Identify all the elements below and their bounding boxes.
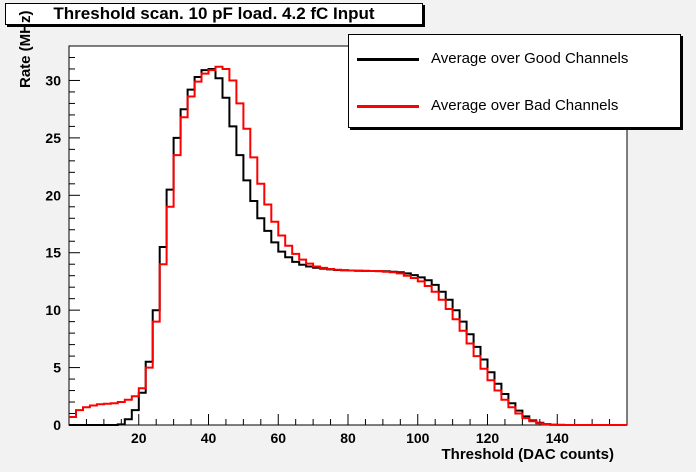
y-tick-label: 15: [45, 245, 61, 261]
x-tick-label: 20: [131, 430, 147, 446]
series-line-bad-channels: [69, 65, 627, 426]
y-tick-label: 5: [53, 360, 61, 376]
legend-swatch-good: [357, 58, 419, 61]
y-tick-label: 0: [53, 417, 61, 433]
legend-entry-bad: Average over Bad Channels: [349, 96, 680, 116]
x-tick-label: 80: [340, 430, 356, 446]
x-tick-label: 40: [201, 430, 217, 446]
legend-label-bad: Average over Bad Channels: [431, 97, 619, 114]
y-tick-label: 30: [45, 72, 61, 88]
y-tick-label: 20: [45, 187, 61, 203]
x-tick-label: 60: [270, 430, 286, 446]
legend-swatch-bad: [357, 105, 419, 108]
chart-title: Threshold scan. 10 pF load. 4.2 fC Input: [5, 3, 423, 25]
y-tick-label: 10: [45, 302, 61, 318]
y-tick-label: 25: [45, 130, 61, 146]
x-tick-label: 140: [546, 430, 570, 446]
x-axis-label: Threshold (DAC counts): [441, 446, 615, 463]
y-axis-label: Rate (MHz): [17, 10, 34, 89]
legend-label-good: Average over Good Channels: [431, 50, 629, 67]
legend-entry-good: Average over Good Channels: [349, 49, 680, 69]
x-tick-label: 120: [476, 430, 500, 446]
x-tick-label: 100: [406, 430, 430, 446]
legend: Average over Good Channels Average over …: [348, 34, 681, 128]
